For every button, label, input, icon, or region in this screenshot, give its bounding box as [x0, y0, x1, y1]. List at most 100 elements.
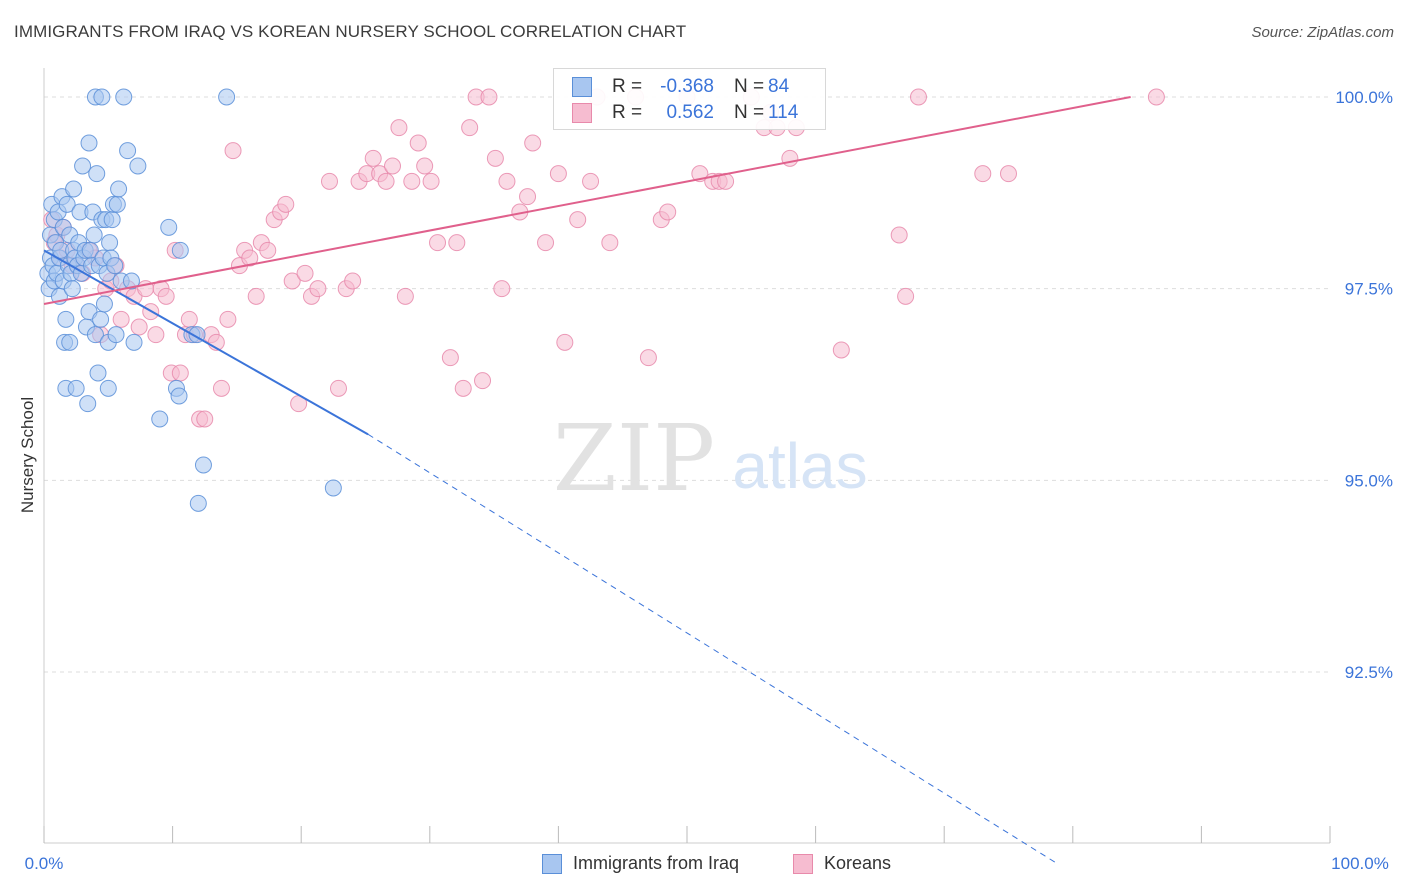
- korean-point: [659, 203, 677, 221]
- iraq-point: [107, 326, 125, 344]
- iraq-trend-extension: [367, 433, 1058, 865]
- iraq-swatch: [572, 77, 592, 97]
- iraq-point: [79, 395, 97, 413]
- korean-point: [832, 341, 850, 359]
- korean-point: [639, 349, 657, 367]
- watermark-zip: ZIP: [553, 405, 715, 512]
- iraq-point: [92, 310, 110, 328]
- iraq-legend-swatch: [542, 854, 562, 874]
- korean-point: [1147, 88, 1165, 106]
- iraq-point: [171, 241, 189, 259]
- korean-trend-line: [43, 96, 1131, 305]
- iraq-point: [80, 134, 98, 152]
- iraq-point: [58, 195, 76, 213]
- y-tick-label: 100.0%: [1335, 88, 1393, 107]
- iraq-point: [93, 88, 111, 106]
- korean-point: [384, 157, 402, 175]
- korean-point: [429, 234, 447, 252]
- koreans-legend-swatch: [793, 854, 813, 874]
- korean-point: [448, 234, 466, 252]
- x-tick-label: 0.0%: [25, 854, 64, 873]
- chart-title: IMMIGRANTS FROM IRAQ VS KOREAN NURSERY S…: [14, 22, 687, 41]
- korean-point: [320, 172, 338, 190]
- iraq-point: [115, 88, 133, 106]
- korean-point: [549, 165, 567, 183]
- iraq-point: [129, 157, 147, 175]
- korean-point: [364, 149, 382, 167]
- legend-label: Immigrants from Iraq: [573, 853, 740, 873]
- korean-point: [422, 172, 440, 190]
- iraq-trend-line: [43, 249, 369, 436]
- iraq-point: [103, 211, 121, 229]
- r-value: 0.562: [666, 102, 714, 123]
- trend-layer: [43, 96, 1131, 865]
- iraq-point: [65, 180, 83, 198]
- watermark-atlas: atlas: [732, 430, 867, 502]
- koreans-swatch: [572, 103, 592, 123]
- korean-point: [396, 287, 414, 305]
- korean-point: [556, 333, 574, 351]
- iraq-point: [61, 333, 79, 351]
- korean-point: [569, 211, 587, 229]
- korean-point: [474, 372, 492, 390]
- iraq-point: [101, 234, 119, 252]
- korean-point: [909, 88, 927, 106]
- iraq-point: [88, 165, 106, 183]
- korean-point: [259, 241, 277, 259]
- korean-point: [344, 272, 362, 290]
- korean-point: [519, 188, 537, 206]
- stats-row-koreans: R = 0.562 N = 114: [554, 100, 825, 126]
- y-tick-label: 97.5%: [1345, 280, 1393, 299]
- korean-point: [582, 172, 600, 190]
- r-label: R =: [612, 102, 643, 123]
- n-value: 114: [768, 102, 799, 123]
- iraq-point: [67, 379, 85, 397]
- korean-point: [277, 195, 295, 213]
- korean-point: [309, 280, 327, 298]
- korean-point: [180, 310, 198, 328]
- korean-point: [296, 264, 314, 282]
- grid-layer: [44, 96, 1330, 673]
- iraq-point: [86, 326, 104, 344]
- stats-box: R = -0.368 N = 84 R = 0.562 N = 114: [553, 68, 826, 130]
- iraq-point: [85, 226, 103, 244]
- korean-point: [480, 88, 498, 106]
- n-label: N =: [734, 102, 765, 123]
- korean-point: [196, 410, 214, 428]
- iraq-point: [110, 180, 128, 198]
- r-value: -0.368: [660, 76, 714, 97]
- korean-point: [283, 272, 301, 290]
- iraq-point: [108, 195, 126, 213]
- korean-point: [409, 134, 427, 152]
- iraq-point: [89, 364, 107, 382]
- iraq-point: [106, 257, 124, 275]
- iraq-point: [324, 479, 342, 497]
- korean-point: [224, 142, 242, 160]
- y-tick-label: 92.5%: [1345, 663, 1393, 682]
- points-layer: [39, 88, 1165, 512]
- y-tick-label: 95.0%: [1345, 471, 1393, 490]
- korean-point: [454, 379, 472, 397]
- n-label: N =: [734, 76, 765, 97]
- iraq-point: [119, 142, 137, 160]
- n-value: 84: [768, 76, 790, 97]
- korean-point: [377, 172, 395, 190]
- korean-point: [416, 157, 434, 175]
- korean-point: [390, 119, 408, 137]
- korean-point: [441, 349, 459, 367]
- korean-point: [219, 310, 237, 328]
- iraq-point: [74, 157, 92, 175]
- korean-point: [241, 249, 259, 267]
- korean-point: [498, 172, 516, 190]
- iraq-point: [218, 88, 236, 106]
- korean-point: [329, 379, 347, 397]
- korean-point: [403, 172, 421, 190]
- korean-point: [897, 287, 915, 305]
- korean-point: [1000, 165, 1017, 183]
- korean-point: [247, 287, 265, 305]
- source-credit: Source: ZipAtlas.com: [1251, 24, 1394, 41]
- iraq-point: [63, 280, 81, 298]
- tick-label-layer: 92.5% 95.0% 97.5% 100.0% 0.0% 100.0%: [25, 88, 1393, 873]
- korean-point: [130, 318, 148, 336]
